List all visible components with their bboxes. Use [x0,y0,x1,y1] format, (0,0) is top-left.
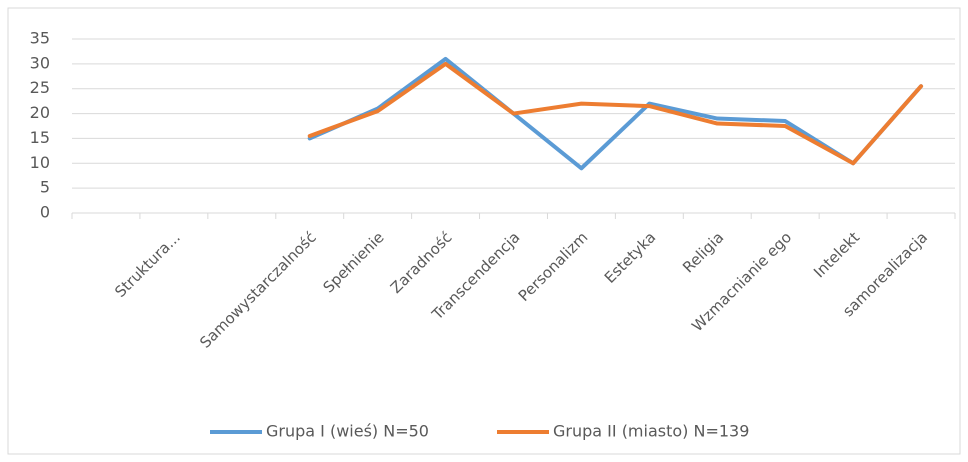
series-line [307,61,924,166]
chart-frame [7,7,961,455]
y-tick-label: 0 [40,203,50,222]
y-tick-label: 15 [30,128,50,147]
y-tick-label: 25 [30,78,50,97]
y-tick-label: 35 [30,29,50,48]
legend-label: Grupa I (wieś) N=50 [266,422,429,441]
legend-label: Grupa II (miasto) N=139 [553,422,749,441]
y-tick-label: 10 [30,153,50,172]
y-tick-label: 30 [30,53,50,72]
y-tick-label: 20 [30,103,50,122]
y-tick-label: 5 [40,178,50,197]
series-line [307,56,924,171]
